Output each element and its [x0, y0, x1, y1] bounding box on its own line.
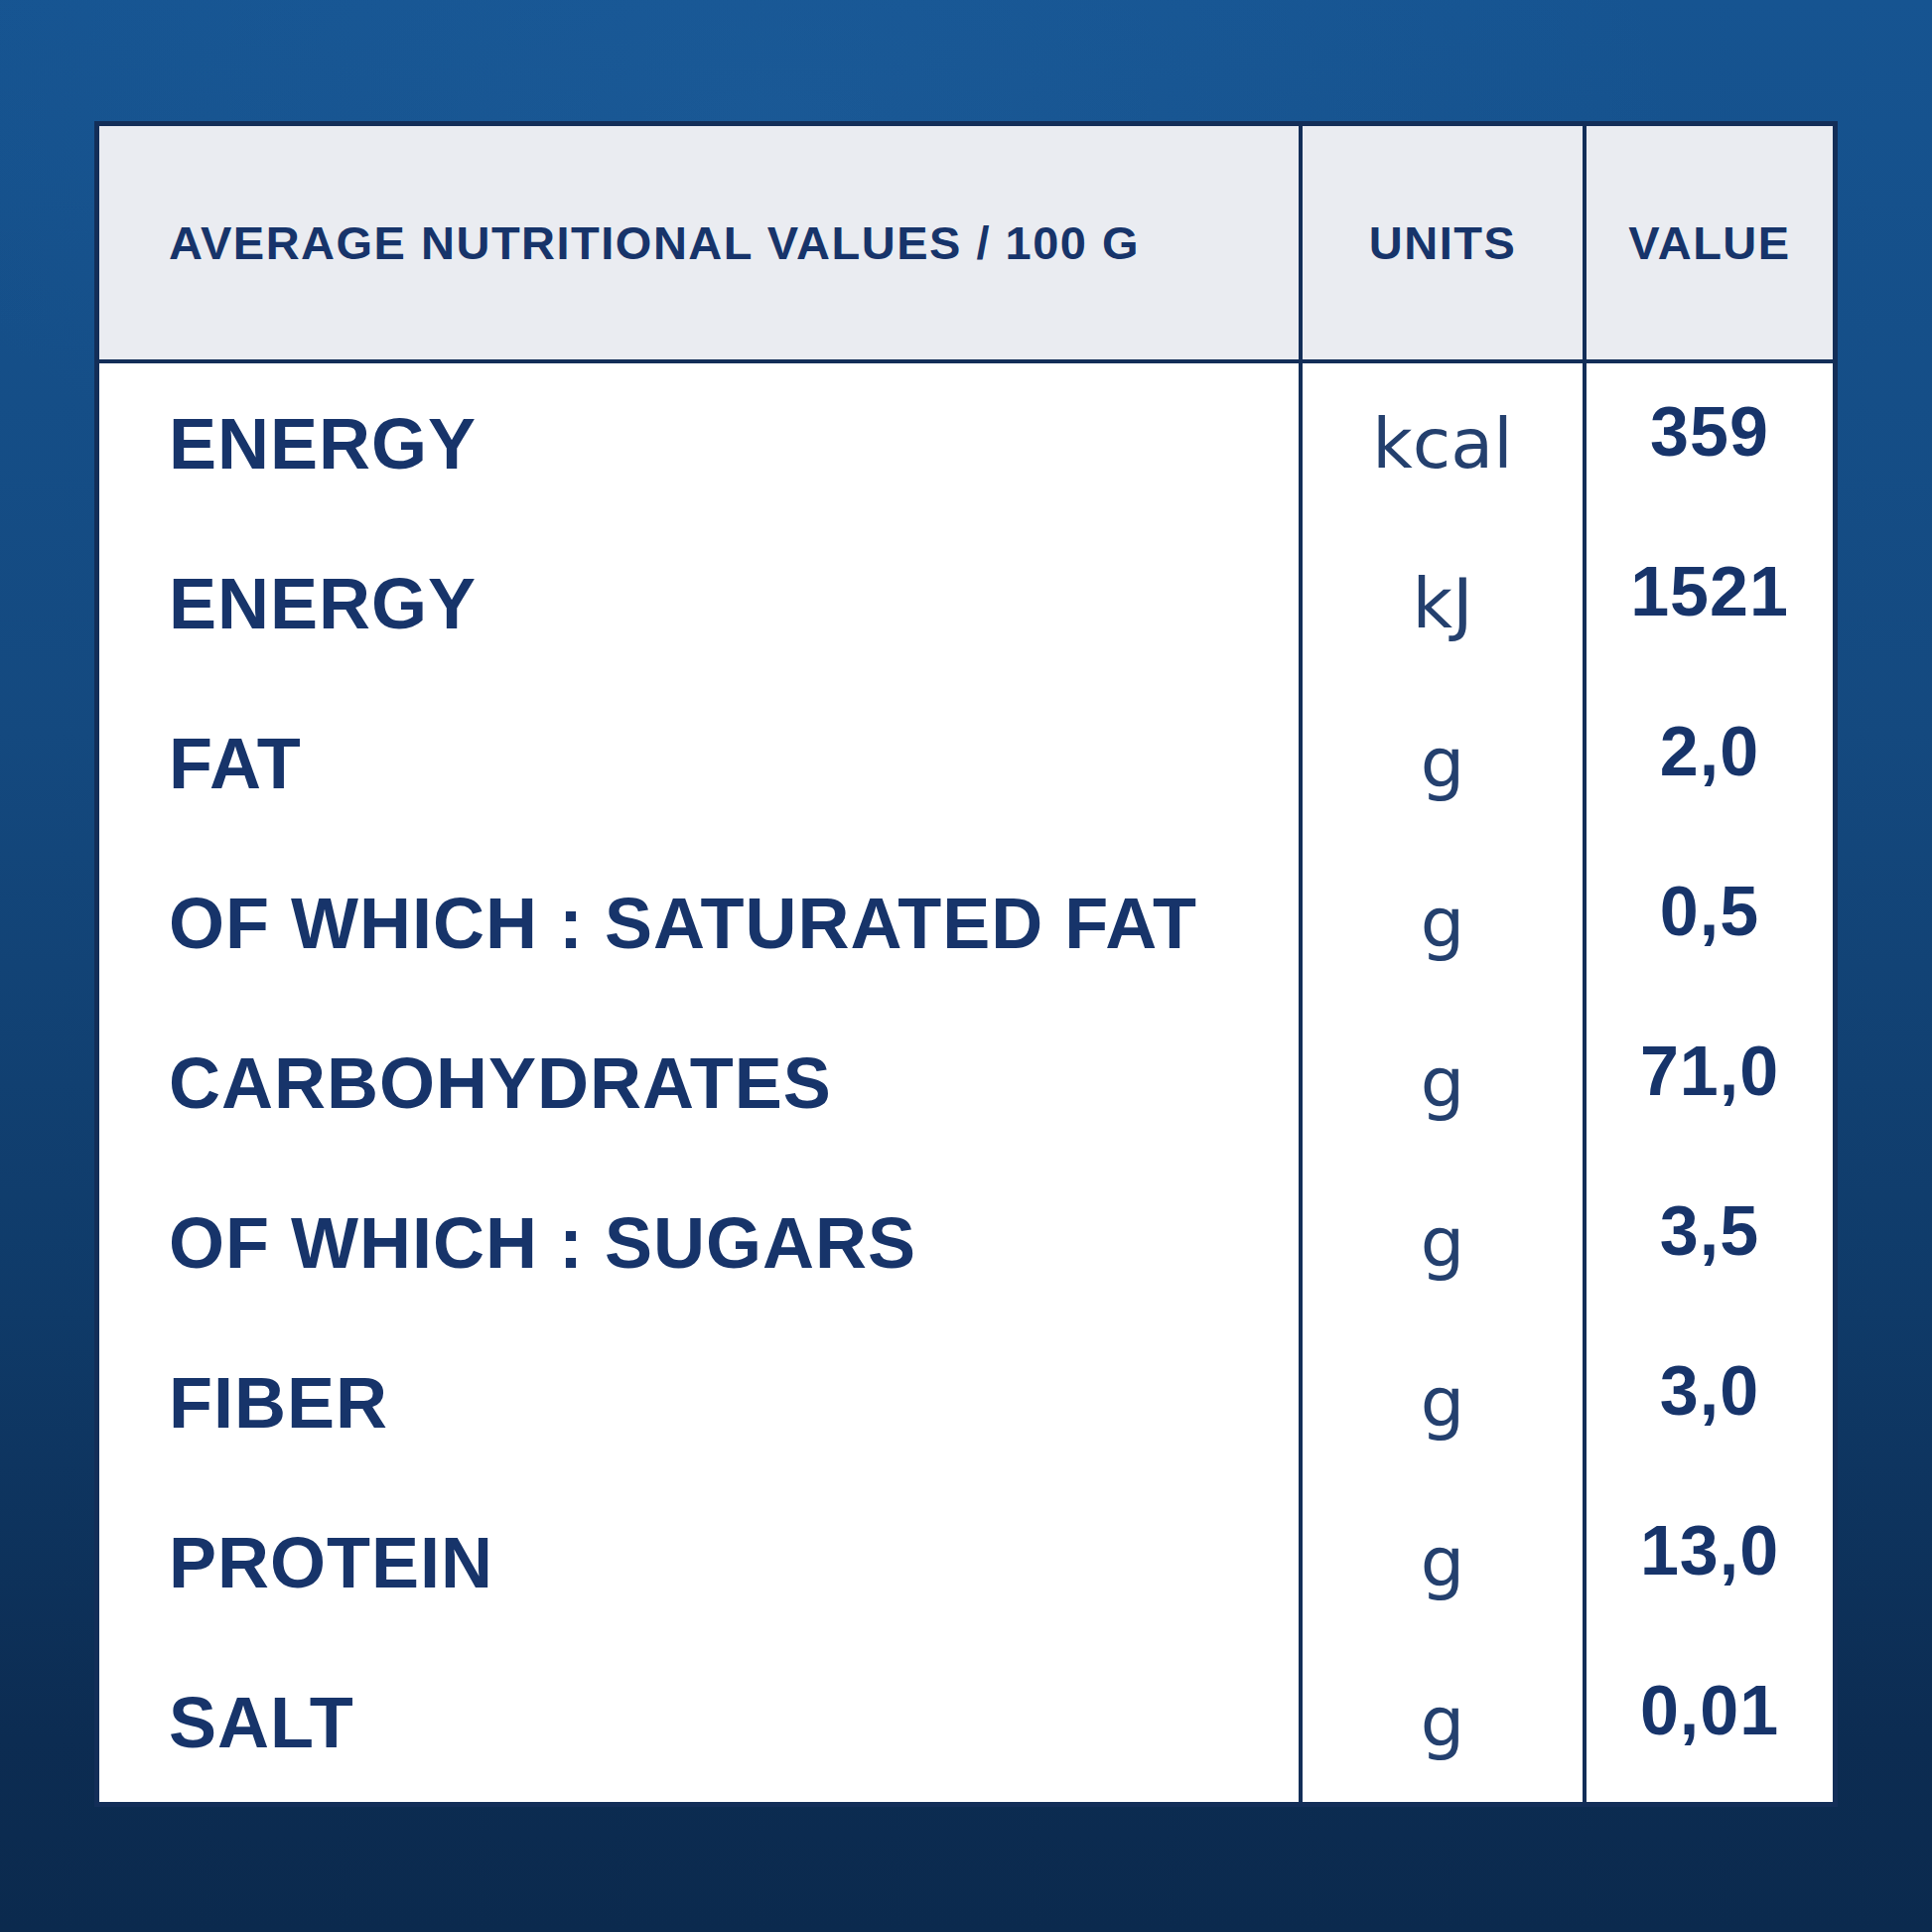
nutrient-label: FAT — [99, 683, 1299, 843]
nutrient-value-text: 2,0 — [1660, 712, 1759, 791]
nutrient-value: 1521 — [1583, 523, 1833, 683]
nutrient-label: PROTEIN — [99, 1482, 1299, 1642]
nutrient-value-text: 1521 — [1630, 552, 1789, 631]
nutrient-value-text: 13,0 — [1640, 1511, 1779, 1590]
nutrient-value-text: 359 — [1650, 392, 1769, 472]
nutrient-value: 0,5 — [1583, 843, 1833, 1003]
nutrient-label: OF WHICH : SATURATED FAT — [99, 843, 1299, 1003]
nutrient-label: ENERGY — [99, 363, 1299, 523]
nutrient-value: 3,0 — [1583, 1322, 1833, 1482]
nutrient-value: 13,0 — [1583, 1482, 1833, 1642]
nutrient-label: SALT — [99, 1642, 1299, 1802]
nutrient-value: 71,0 — [1583, 1003, 1833, 1163]
nutrient-unit: g — [1299, 1163, 1583, 1322]
nutrient-unit: kcal — [1299, 363, 1583, 523]
nutrient-value: 359 — [1583, 363, 1833, 523]
nutrient-unit: g — [1299, 1482, 1583, 1642]
nutrient-value: 2,0 — [1583, 683, 1833, 843]
nutrient-label: CARBOHYDRATES — [99, 1003, 1299, 1163]
nutrient-unit: g — [1299, 1322, 1583, 1482]
nutrient-unit: g — [1299, 843, 1583, 1003]
nutrient-label: FIBER — [99, 1322, 1299, 1482]
nutrient-value: 0,01 — [1583, 1642, 1833, 1802]
nutrition-table: AVERAGE NUTRITIONAL VALUES / 100 G UNITS… — [94, 121, 1838, 1807]
nutrient-label: OF WHICH : SUGARS — [99, 1163, 1299, 1322]
nutrient-value-text: 71,0 — [1640, 1032, 1779, 1111]
nutrition-panel: { "background": { "top_color": "#165491"… — [0, 0, 1932, 1932]
nutrient-unit: kJ — [1299, 523, 1583, 683]
nutrient-value-text: 3,5 — [1660, 1191, 1759, 1271]
nutrient-value-text: 0,5 — [1660, 872, 1759, 951]
nutrient-value: 3,5 — [1583, 1163, 1833, 1322]
nutrient-value-text: 3,0 — [1660, 1351, 1759, 1431]
table-header-value: VALUE — [1583, 126, 1833, 363]
nutrient-label: ENERGY — [99, 523, 1299, 683]
nutrient-value-text: 0,01 — [1640, 1671, 1779, 1750]
nutrient-unit: g — [1299, 1003, 1583, 1163]
nutrient-unit: g — [1299, 1642, 1583, 1802]
table-header-nutrients: AVERAGE NUTRITIONAL VALUES / 100 G — [99, 126, 1299, 363]
nutrient-unit: g — [1299, 683, 1583, 843]
table-header-units: UNITS — [1299, 126, 1583, 363]
